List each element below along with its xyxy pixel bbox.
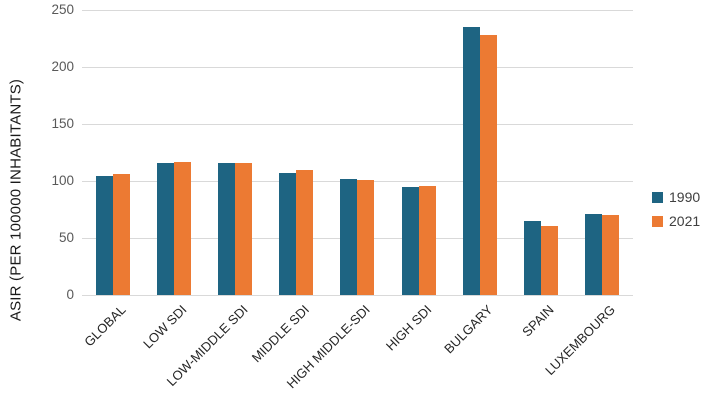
- bar-1990-high-middle-sdi: [340, 178, 358, 295]
- y-tick-label-50: 50: [58, 230, 74, 245]
- bar-groups: [82, 10, 633, 295]
- bar-2021-bulgary: [479, 35, 497, 295]
- x-axis-label-low-sdi: LOW SDI: [139, 302, 190, 352]
- legend-item-2021: 2021: [652, 214, 700, 228]
- gridline-250: [82, 9, 633, 11]
- y-tick-label-100: 100: [51, 173, 74, 188]
- legend-swatch-2021: [652, 215, 663, 227]
- legend: 1990 2021: [652, 190, 700, 238]
- bar-group-spain: [511, 10, 572, 295]
- legend-label-1990: 1990: [669, 189, 701, 205]
- bar-1990-middle-sdi: [279, 173, 297, 295]
- bar-1990-low-sdi: [156, 162, 174, 295]
- bar-group-low-middle-sdi: [204, 10, 265, 295]
- bar-1990-luxembourg: [585, 214, 603, 295]
- bar-group-bulgary: [449, 10, 510, 295]
- x-axis-label-spain: SPAIN: [519, 302, 557, 340]
- bar-group-low-sdi: [143, 10, 204, 295]
- bar-group-high-middle-sdi: [327, 10, 388, 295]
- bar-group-high-sdi: [388, 10, 449, 295]
- legend-item-1990: 1990: [652, 190, 700, 204]
- legend-label-2021: 2021: [669, 213, 701, 229]
- legend-swatch-1990: [652, 191, 663, 203]
- bar-2021-low-sdi: [173, 161, 191, 295]
- x-axis-labels: GLOBAL LOW SDI LOW-MIDDLE SDI MIDDLE SDI HIG…: [80, 302, 633, 419]
- x-axis-label-global: GLOBAL: [80, 302, 129, 350]
- bar-group-luxembourg: [572, 10, 633, 295]
- bar-2021-high-middle-sdi: [357, 179, 375, 295]
- x-axis-label-high-sdi: HIGH SDI: [382, 302, 435, 354]
- gridline-150: [82, 123, 633, 125]
- y-tick-label-200: 200: [51, 59, 74, 74]
- plot-area: [82, 9, 633, 296]
- bar-2021-spain: [541, 225, 559, 295]
- bar-1990-global: [95, 176, 113, 295]
- y-axis-tick-labels: 0 50 100 150 200 250: [0, 2, 74, 302]
- bar-1990-bulgary: [462, 27, 480, 295]
- bar-group-middle-sdi: [266, 10, 327, 295]
- bar-2021-luxembourg: [602, 215, 620, 295]
- bar-1990-low-middle-sdi: [218, 162, 236, 295]
- bar-1990-spain: [524, 220, 542, 295]
- bar-2021-low-middle-sdi: [235, 162, 253, 295]
- bar-group-global: [82, 10, 143, 295]
- bar-2021-global: [112, 174, 130, 295]
- y-tick-label-150: 150: [51, 116, 74, 131]
- x-axis-label-bulgary: BULGARY: [441, 302, 496, 357]
- bar-2021-high-sdi: [418, 185, 436, 295]
- y-tick-label-250: 250: [51, 2, 74, 17]
- bar-1990-high-sdi: [401, 186, 419, 295]
- y-tick-label-0: 0: [66, 287, 74, 302]
- gridline-200: [82, 66, 633, 68]
- bar-2021-middle-sdi: [296, 169, 314, 295]
- gridline-0: [82, 294, 633, 296]
- x-axis-label-middle-sdi: MIDDLE SDI: [248, 302, 312, 366]
